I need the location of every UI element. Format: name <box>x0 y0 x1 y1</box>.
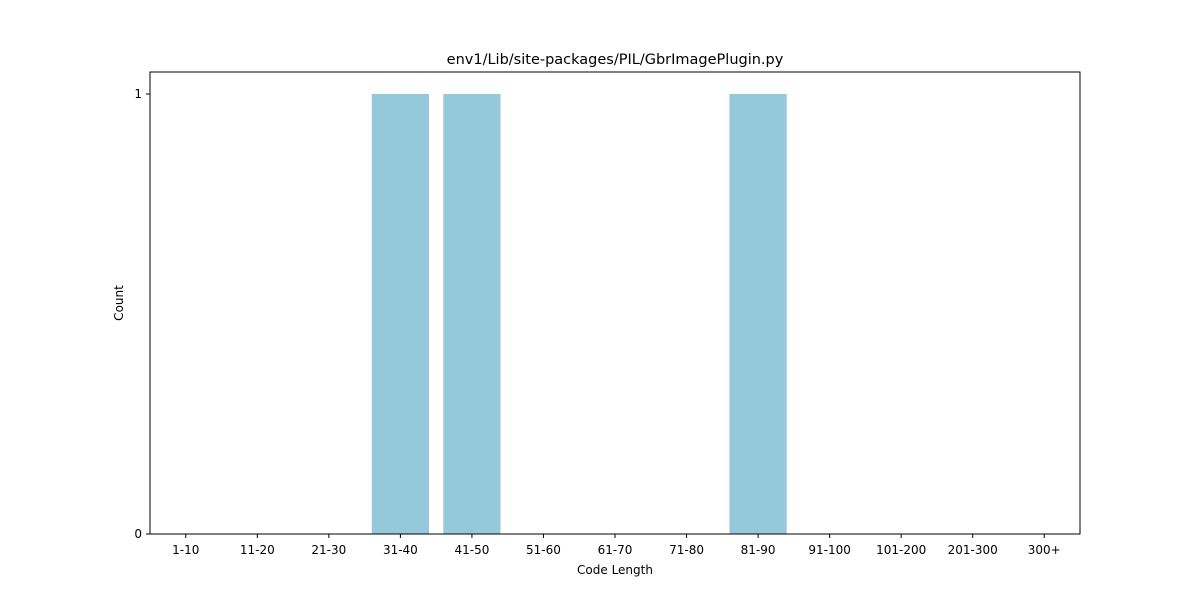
x-tick-label: 41-50 <box>454 543 489 557</box>
x-tick-label: 31-40 <box>383 543 418 557</box>
bar-41-50 <box>443 94 501 534</box>
x-tick-label: 300+ <box>1028 543 1061 557</box>
x-tick-label: 61-70 <box>598 543 633 557</box>
x-tick-label: 1-10 <box>172 543 199 557</box>
x-tick-label: 21-30 <box>311 543 346 557</box>
y-tick-label: 1 <box>134 87 142 101</box>
x-tick-label: 51-60 <box>526 543 561 557</box>
x-tick-label: 101-200 <box>876 543 926 557</box>
bars-layer <box>371 94 787 534</box>
x-tick-label: 11-20 <box>240 543 275 557</box>
x-tick-label: 91-100 <box>808 543 851 557</box>
x-tick-label: 71-80 <box>669 543 704 557</box>
x-axis-ticks: 1-10 11-20 21-30 31-40 41-50 51-60 61-70 71-80 8… <box>172 534 1061 557</box>
plot-frame <box>149 71 1081 535</box>
x-tick-label: 201-300 <box>948 543 998 557</box>
y-tick-label: 0 <box>134 527 142 541</box>
x-tick-label: 81-90 <box>741 543 776 557</box>
y-axis-ticks: 01 <box>134 87 150 541</box>
bar-81-90 <box>729 94 787 534</box>
chart-title: env1/Lib/site-packages/PIL/GbrImagePlugi… <box>447 52 784 68</box>
bar-31-40 <box>371 94 429 534</box>
y-axis-label: Count <box>112 285 126 321</box>
x-axis-label: Code Length <box>577 563 653 577</box>
